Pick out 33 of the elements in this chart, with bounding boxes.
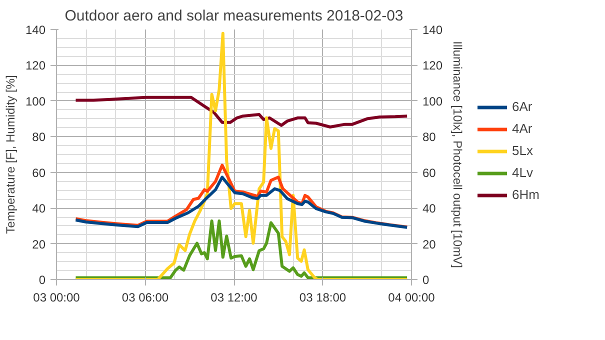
y2-tick-label: 120 bbox=[422, 58, 443, 73]
legend-label: 4Lv bbox=[512, 165, 533, 180]
y2-tick-label: 100 bbox=[422, 94, 443, 108]
legend-label: 5Lx bbox=[512, 143, 533, 158]
chart-title: Outdoor aero and solar measurements 2018-02-03 bbox=[64, 8, 404, 24]
y-tick-label: 20 bbox=[32, 237, 46, 252]
y-tick-label: 140 bbox=[25, 23, 46, 37]
y-axis-title: Temperature [F], Humidity [%] bbox=[3, 75, 18, 234]
legend-label: 6Hm bbox=[512, 187, 540, 202]
line-series bbox=[74, 32, 409, 280]
line-series bbox=[74, 96, 409, 128]
y2-axis-title: Illuminance [10lx], Photocell output [10mV] bbox=[450, 41, 465, 268]
y-tick-label: 80 bbox=[32, 130, 46, 144]
y-tick-label: 40 bbox=[32, 202, 46, 216]
line-series bbox=[74, 219, 409, 280]
x-tick-label: 04 00:00 bbox=[388, 290, 436, 304]
y2-tick-label: 140 bbox=[422, 23, 443, 37]
x-tick-label: 03 00:00 bbox=[33, 290, 80, 304]
x-tick-label: 03 06:00 bbox=[122, 290, 169, 304]
y-tick-label: 0 bbox=[38, 273, 46, 287]
x-tick-label: 03 12:00 bbox=[210, 290, 258, 304]
y2-tick-label: 40 bbox=[422, 202, 436, 216]
y2-tick-label: 20 bbox=[422, 237, 436, 252]
line-series bbox=[74, 176, 409, 229]
y2-tick-label: 0 bbox=[422, 273, 430, 287]
y-tick-label: 100 bbox=[25, 94, 46, 108]
y2-tick-label: 80 bbox=[422, 130, 436, 144]
y-tick-label: 60 bbox=[32, 166, 46, 180]
y2-tick-label: 60 bbox=[422, 166, 436, 180]
x-tick-label: 03 18:00 bbox=[299, 290, 346, 304]
legend-label: 6Ar bbox=[512, 99, 532, 114]
legend-label: 4Ar bbox=[512, 121, 532, 136]
y-tick-label: 120 bbox=[25, 58, 46, 73]
